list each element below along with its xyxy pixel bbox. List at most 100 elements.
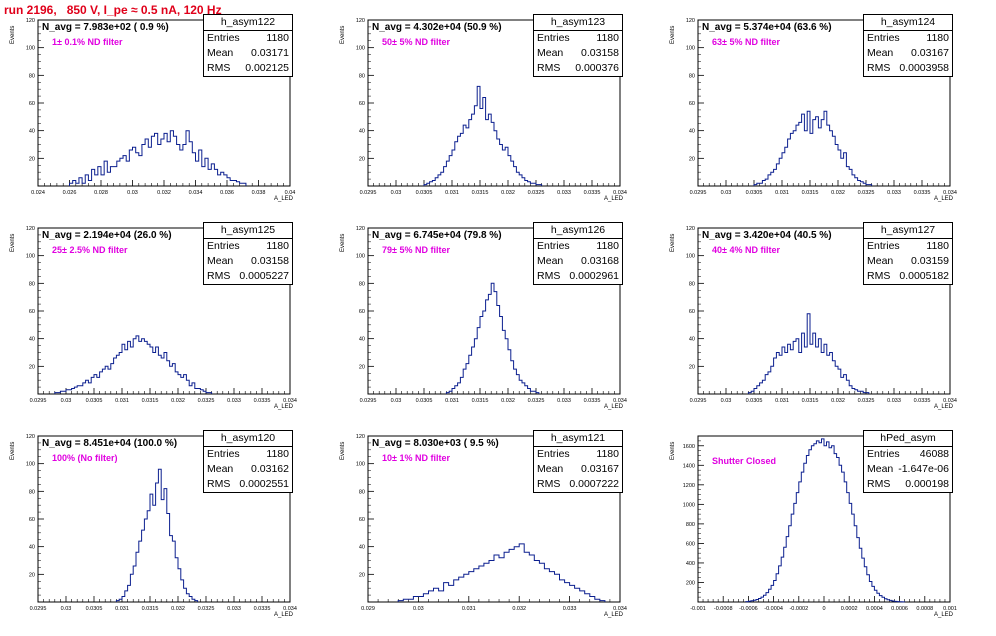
x-tick-label: 0.0004 [866, 606, 883, 612]
histogram-pad-h_asym125: 0.0295 0.03 0.0305 0.031 0.0315 0.032 0.0325 0.… [4, 222, 324, 428]
x-axis-title: A_LED [604, 404, 624, 410]
n-avg-label: N_avg = 8.451e+04 (100.0 %) [42, 438, 178, 449]
x-tick-label: 0.001 [943, 606, 957, 612]
stats-row-entries: Entries 1180 [204, 31, 292, 46]
x-tick-label: 0.033 [887, 398, 901, 404]
stats-value-rms: 0.0002961 [569, 270, 619, 282]
x-axis-title: A_LED [274, 404, 294, 410]
stats-box: h_asym121 Entries 1180 Mean 0.03167 RMS 0.0007… [533, 430, 623, 493]
n-avg-label: N_avg = 8.030e+03 ( 9.5 %) [372, 438, 499, 449]
x-tick-label: 0.034 [189, 190, 203, 196]
n-avg-label: N_avg = 3.420e+04 (40.5 %) [702, 230, 832, 241]
filter-label: Shutter Closed [712, 456, 777, 466]
stats-row-mean: Mean 0.03167 [864, 46, 952, 61]
x-tick-label: 0.032 [501, 190, 515, 196]
y-tick-label: 20 [29, 572, 35, 578]
x-tick-label: 0.036 [220, 190, 234, 196]
n-avg-label: N_avg = 6.745e+04 (79.8 %) [372, 230, 502, 241]
x-axis-title: A_LED [934, 612, 954, 618]
x-tick-label: 0.03 [391, 398, 402, 404]
y-tick-label: 120 [356, 18, 365, 24]
histogram-name: h_asym126 [534, 223, 622, 239]
stats-value-rms: 0.0002551 [239, 478, 289, 490]
x-tick-label: 0.03 [721, 190, 732, 196]
stats-key: RMS [867, 62, 891, 74]
filter-label: 100% (No filter) [52, 453, 118, 463]
stats-row-entries: Entries 1180 [204, 239, 292, 254]
stats-row-rms: RMS 0.0007222 [534, 477, 622, 492]
y-tick-label: 40 [29, 545, 35, 551]
stats-key: Entries [537, 32, 570, 44]
stats-key: Mean [207, 463, 234, 475]
x-tick-label: 0.038 [252, 190, 266, 196]
x-tick-label: 0.031 [445, 190, 459, 196]
y-tick-label: 100 [686, 254, 695, 260]
y-tick-label: 40 [29, 129, 35, 135]
stats-value-rms: 0.002125 [245, 62, 289, 74]
stats-row-entries: Entries 1180 [534, 447, 622, 462]
stats-key: Mean [867, 255, 894, 267]
x-axis-title: A_LED [934, 196, 954, 202]
y-tick-label: 20 [359, 572, 365, 578]
histogram-name: h_asym123 [534, 15, 622, 31]
stats-row-rms: RMS 0.0005227 [204, 269, 292, 284]
x-tick-label: 0.032 [512, 606, 526, 612]
stats-key: Entries [537, 448, 570, 460]
x-tick-label: 0.03 [127, 190, 138, 196]
x-tick-label: 0.0315 [802, 190, 819, 196]
stats-key: Mean [867, 47, 894, 59]
histogram-series [397, 543, 606, 602]
x-tick-label: 0.034 [613, 398, 627, 404]
y-tick-label: 60 [359, 309, 365, 315]
x-tick-label: 0.0305 [746, 190, 763, 196]
y-tick-label: 800 [686, 522, 695, 528]
histogram-series [115, 468, 199, 602]
x-tick-label: 0.0295 [360, 190, 377, 196]
y-tick-label: 120 [26, 226, 35, 232]
y-axis-title: Events [340, 25, 346, 44]
stats-key: Entries [207, 240, 240, 252]
stats-key: RMS [207, 478, 231, 490]
histogram-series [745, 438, 906, 603]
stats-value-entries: 1180 [926, 240, 949, 252]
stats-value-rms: 0.000198 [905, 478, 949, 490]
x-tick-label: 0.0335 [584, 190, 601, 196]
stats-key: RMS [207, 270, 231, 282]
stats-row-rms: RMS 0.0002961 [534, 269, 622, 284]
stats-value-entries: 1180 [926, 32, 949, 44]
stats-value-rms: 0.000376 [575, 62, 619, 74]
x-tick-label: 0.0335 [254, 606, 271, 612]
x-tick-label: 0.0335 [584, 398, 601, 404]
x-tick-label: 0.031 [445, 398, 459, 404]
y-tick-label: 20 [359, 156, 365, 162]
y-tick-label: 60 [689, 101, 695, 107]
stats-key: Mean [207, 255, 234, 267]
y-axis-title: Events [670, 25, 676, 44]
x-tick-label: 0.0315 [802, 398, 819, 404]
x-tick-label: 0.033 [563, 606, 577, 612]
stats-row-mean: Mean 0.03168 [534, 254, 622, 269]
stats-value-entries: 1180 [266, 448, 289, 460]
y-tick-label: 120 [686, 18, 695, 24]
histogram-plot: 0.029 0.03 0.031 0.032 0.033 0.034 20 40 60 80 100… [356, 434, 627, 612]
y-tick-label: 80 [29, 489, 35, 495]
stats-row-rms: RMS 0.002125 [204, 61, 292, 76]
stats-row-mean: Mean 0.03158 [204, 254, 292, 269]
y-tick-label: 20 [29, 156, 35, 162]
x-tick-label: 0.0295 [360, 398, 377, 404]
stats-row-rms: RMS 0.0003958 [864, 61, 952, 76]
y-axis-title: Events [340, 233, 346, 252]
histogram-pad-h_asym127: 0.0295 0.03 0.0305 0.031 0.0315 0.032 0.0325 0.… [664, 222, 984, 428]
stats-box: h_asym120 Entries 1180 Mean 0.03162 RMS 0.0002… [203, 430, 293, 493]
stats-box: h_asym125 Entries 1180 Mean 0.03158 RMS 0.0005… [203, 222, 293, 285]
stats-box: h_asym127 Entries 1180 Mean 0.03159 RMS 0.0005… [863, 222, 953, 285]
n-avg-label: N_avg = 4.302e+04 (50.9 %) [372, 22, 502, 33]
stats-key: Entries [207, 32, 240, 44]
histogram-name: h_asym120 [204, 431, 292, 447]
stats-row-entries: Entries 1180 [534, 31, 622, 46]
x-tick-label: 0 [822, 606, 825, 612]
x-tick-label: 0.03 [413, 606, 424, 612]
stats-value-entries: 1180 [596, 240, 619, 252]
histogram-plot: 0.024 0.026 0.028 0.03 0.032 0.034 0.036 0.038 0… [26, 18, 296, 196]
x-tick-label: 0.026 [63, 190, 77, 196]
